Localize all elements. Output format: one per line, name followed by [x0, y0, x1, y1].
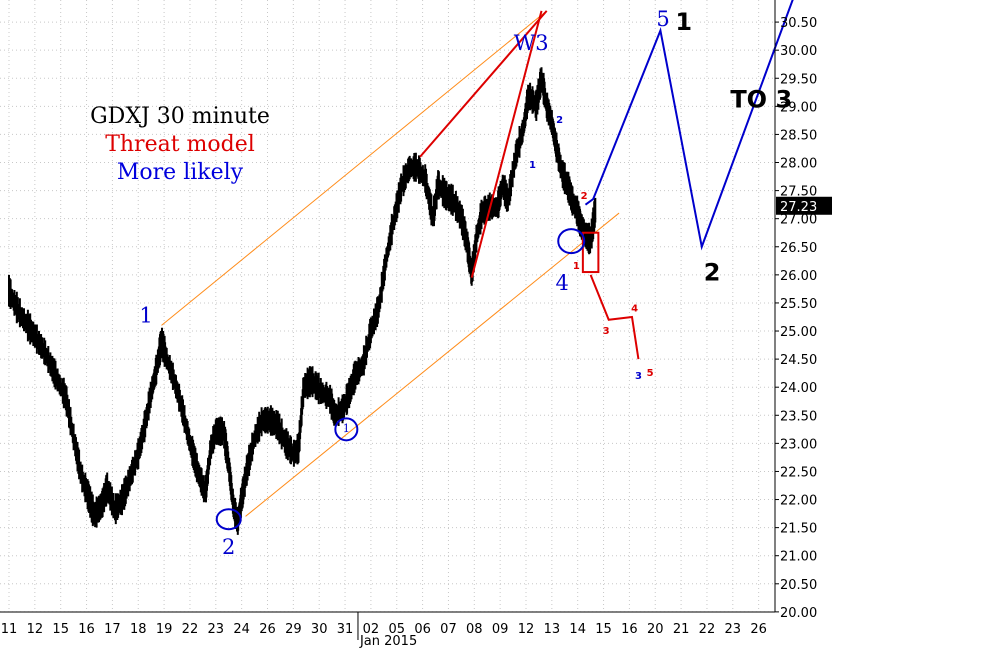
channel-lines: [161, 10, 620, 517]
wave-label: 1: [573, 261, 580, 272]
y-tick-label: 20.50: [780, 578, 817, 593]
y-tick-label: 24.00: [780, 381, 817, 396]
x-tick-label: 16: [78, 622, 95, 637]
x-tick-label: 22: [182, 622, 199, 637]
x-axis: 11 12 15 16 17 18 19 22 23 24 26 29 30 31 02 05 06 07 08 09…: [0, 611, 775, 648]
title-line: GDXJ 30 minute: [90, 104, 270, 129]
y-tick-label: 31.00: [780, 0, 817, 3]
wave-label: 3: [635, 371, 642, 382]
wave-circle: [215, 508, 242, 531]
y-tick-label: 29.50: [780, 72, 817, 87]
y-tick-label: 27.00: [780, 213, 817, 228]
x-tick-label: 07: [440, 622, 457, 637]
x-month-label: Jan 2015: [359, 634, 417, 648]
x-tick-label: 29: [285, 622, 302, 637]
wave-label: W3: [514, 31, 549, 55]
wave-label: 5: [647, 368, 654, 379]
wave-circles: [215, 228, 586, 531]
x-tick-label: 22: [699, 622, 716, 637]
y-tick-label: 22.50: [780, 465, 817, 480]
last-price-label: 27.23: [780, 200, 817, 215]
title-line: More likely: [117, 160, 244, 185]
wave-label: 5: [656, 7, 669, 31]
x-tick-label: 02: [363, 622, 380, 637]
wave-label: 1: [343, 422, 350, 435]
x-tick-label: 13: [544, 622, 561, 637]
y-tick-label: 28.00: [780, 157, 817, 172]
x-tick-label: 21: [673, 622, 690, 637]
wave-label: 4: [556, 271, 569, 295]
wave-label: TO 3: [730, 85, 792, 113]
y-tick-label: 25.00: [780, 325, 817, 340]
threat-line: [419, 10, 548, 158]
wave-label: 3: [603, 326, 610, 337]
x-tick-label: 17: [104, 622, 121, 637]
wave-label: 1: [529, 160, 536, 171]
threat-line: [470, 10, 543, 278]
y-tick-label: 23.00: [780, 437, 817, 452]
y-tick-label: 27.50: [780, 185, 817, 200]
x-tick-label: 12: [27, 622, 44, 637]
y-tick-label: 21.00: [780, 550, 817, 565]
price-bars: [8, 67, 597, 535]
y-tick-label: 30.00: [780, 44, 817, 59]
wave-label: 1: [139, 304, 152, 328]
chart-title-block: GDXJ 30 minute Threat model More likely: [90, 104, 270, 185]
y-tick-label: 28.50: [780, 128, 817, 143]
x-tick-label: 09: [492, 622, 509, 637]
y-tick-label: 20.00: [780, 606, 817, 621]
wave-label: 4: [631, 303, 638, 314]
x-tick-label: 26: [750, 622, 767, 637]
title-line: Threat model: [105, 132, 255, 157]
y-tick-label: 24.50: [780, 353, 817, 368]
y-tick-label: 25.50: [780, 297, 817, 312]
y-tick-label: 30.50: [780, 16, 817, 31]
x-tick-label: 06: [414, 622, 431, 637]
x-tick-label: 15: [52, 622, 69, 637]
y-axis: 31.00 30.50 30.00 29.50 29.00 28.50 28.00 27.50…: [774, 0, 832, 621]
threat-box: [581, 231, 600, 274]
likely-path: [584, 0, 794, 251]
channel-line: [245, 212, 620, 517]
x-tick-label: 11: [1, 622, 18, 637]
x-tick-label: 20: [647, 622, 664, 637]
channel-line: [161, 10, 547, 326]
x-tick-label: 05: [388, 622, 405, 637]
x-tick-label: 30: [311, 622, 328, 637]
wave-label: 1: [675, 8, 692, 36]
y-tick-label: 21.50: [780, 522, 817, 537]
y-tick-label: 23.50: [780, 409, 817, 424]
threat-line: [589, 274, 640, 360]
x-tick-label: 12: [518, 622, 535, 637]
threat-model-lines: [419, 10, 640, 360]
x-tick-label: 16: [621, 622, 638, 637]
x-tick-label: 31: [337, 622, 354, 637]
wave-label: 2: [704, 258, 721, 286]
last-price-tag: [776, 196, 832, 215]
wave-circle: [557, 228, 586, 255]
x-tick-label: 19: [156, 622, 173, 637]
wave-circle: [334, 417, 359, 442]
y-tick-label: 29.00: [780, 100, 817, 115]
price-series: [8, 67, 597, 535]
x-tick-label: 14: [569, 622, 586, 637]
x-tick-label: 15: [595, 622, 612, 637]
x-tick-label: 26: [259, 622, 276, 637]
wave-label: 2: [556, 115, 563, 126]
y-tick-label: 22.00: [780, 494, 817, 509]
x-tick-label: 23: [725, 622, 742, 637]
y-tick-label: 26.00: [780, 269, 817, 284]
x-tick-label: 18: [130, 622, 147, 637]
wave-label: 2: [581, 191, 588, 202]
more-likely-path: [584, 0, 794, 251]
x-tick-label: 08: [466, 622, 483, 637]
x-tick-label: 24: [233, 622, 250, 637]
y-tick-label: 26.50: [780, 241, 817, 256]
x-tick-label: 23: [208, 622, 225, 637]
wave-label: 2: [222, 535, 235, 559]
